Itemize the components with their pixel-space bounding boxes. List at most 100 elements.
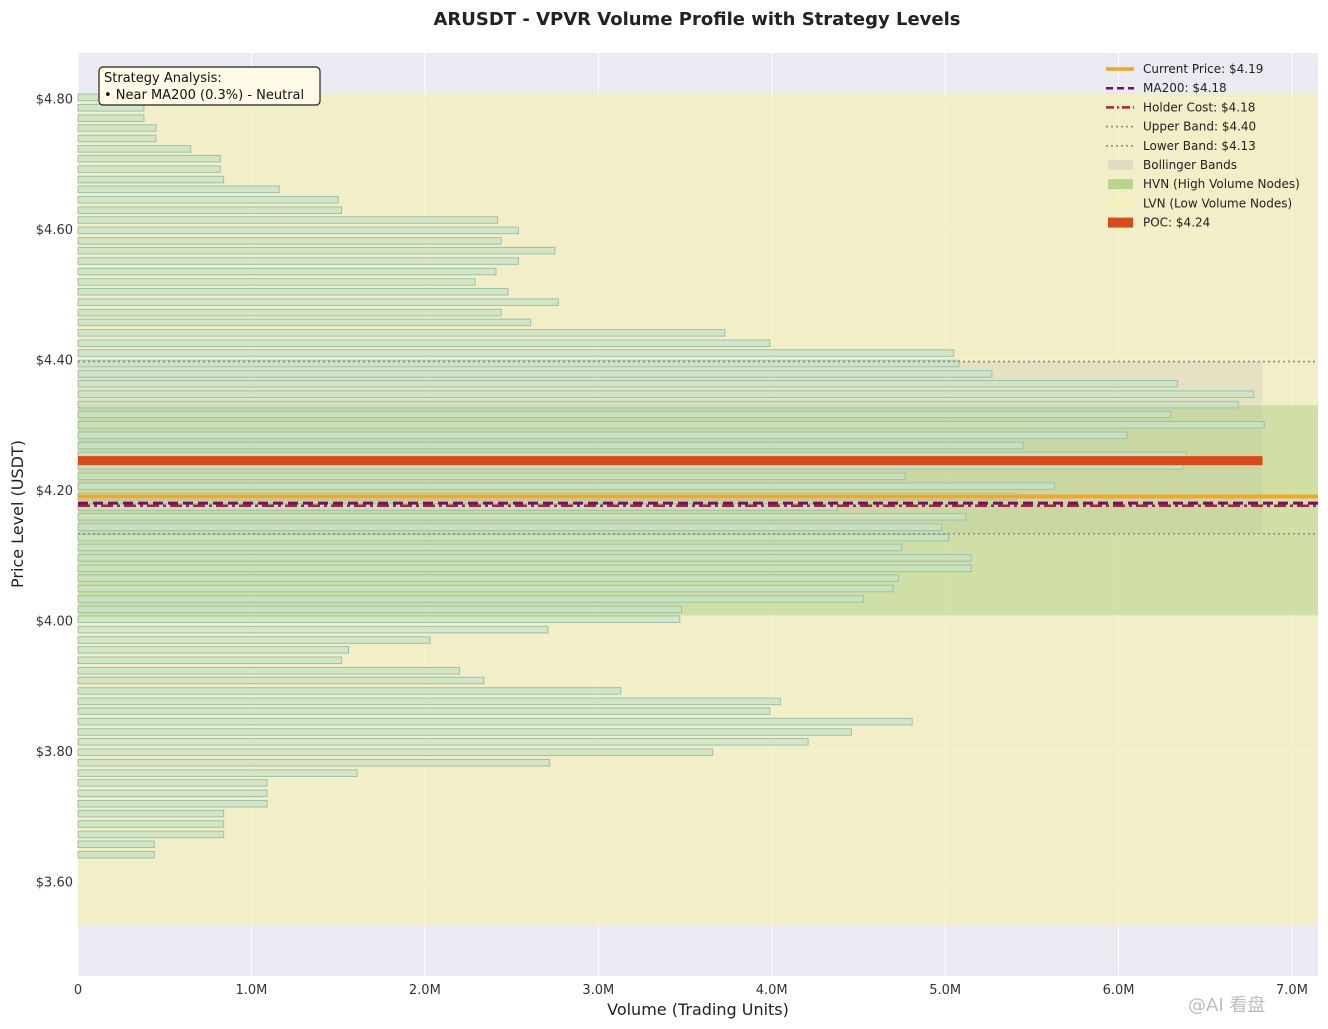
volume-bar [77, 666, 461, 675]
volume-bar [77, 830, 225, 839]
volume-bar [77, 758, 551, 767]
x-axis-label: Volume (Trading Units) [607, 1000, 789, 1019]
strategy-annotation: Strategy Analysis: • Near MA200 (0.3%) -… [98, 66, 321, 106]
legend-marker [1108, 217, 1133, 228]
volume-bars [77, 93, 1265, 859]
y-axis-label: Price Level (USDT) [8, 440, 27, 588]
volume-bar [77, 154, 221, 163]
y-tick-label: $4.20 [36, 484, 73, 499]
volume-bar [77, 656, 343, 665]
annotation-line-1: Strategy Analysis: [104, 71, 222, 86]
x-tick-label: 0 [74, 983, 82, 998]
volume-bar [77, 216, 499, 224]
legend-marker [1108, 198, 1133, 209]
annotation-line-2: • Near MA200 (0.3%) - Neutral [104, 88, 304, 103]
legend-label: Upper Band: $4.40 [1143, 120, 1256, 134]
volume-bar [77, 646, 350, 654]
volume-bar [77, 595, 865, 603]
x-tick-label: 4.0M [756, 983, 788, 998]
y-tick-label: $4.60 [36, 223, 73, 238]
legend-label: Current Price: $4.19 [1143, 62, 1263, 76]
volume-bar [77, 226, 520, 235]
volume-bar [77, 820, 225, 828]
volume-bar [77, 287, 509, 296]
volume-bar [77, 359, 960, 368]
volume-bar [77, 717, 913, 726]
volume-bar [77, 308, 502, 317]
legend: Current Price: $4.19 MA200: $4.18 Holder C… [1106, 62, 1300, 230]
volume-bar [77, 840, 155, 849]
legend-marker [1108, 160, 1133, 170]
x-tick-label: 2.0M [409, 983, 441, 998]
volume-bar [77, 298, 559, 306]
chart-title: ARUSDT - VPVR Volume Profile with Strate… [433, 9, 960, 30]
volume-bar [77, 697, 781, 706]
legend-label: HVN (High Volume Nodes) [1143, 177, 1300, 191]
x-tick-label: 5.0M [929, 983, 961, 998]
volume-bar [77, 257, 520, 265]
legend-label: POC: $4.24 [1143, 216, 1210, 230]
legend-label: Bollinger Bands [1143, 158, 1237, 172]
volume-bar [77, 390, 1255, 398]
volume-bar [77, 625, 549, 634]
level-lines [78, 360, 1318, 535]
volume-bar [77, 175, 225, 184]
volume-bar [77, 513, 967, 521]
volume-bar [77, 809, 225, 818]
volume-bar [77, 134, 157, 143]
volume-bar [77, 370, 993, 378]
y-tick-label: $3.80 [36, 745, 73, 760]
annotation-box [98, 66, 321, 106]
volume-bar [77, 329, 726, 337]
volume-bar [77, 472, 906, 481]
y-tick-label: $3.60 [36, 875, 73, 890]
volume-bar [77, 124, 157, 132]
volume-bar [77, 564, 972, 573]
volume-bar [77, 267, 497, 276]
y-axis-ticks: $3.60 $3.80 $4.00 $4.20 $4.40 $4.60 $4.80 [36, 93, 73, 891]
volume-bar [77, 748, 714, 757]
volume-bar [77, 400, 1239, 409]
x-tick-label: 7.0M [1276, 983, 1308, 998]
volume-bar [77, 339, 771, 348]
volume-bar [77, 850, 155, 859]
volume-bar [77, 574, 899, 582]
volume-bar [77, 237, 502, 245]
x-tick-label: 6.0M [1103, 983, 1135, 998]
volume-bar [77, 789, 268, 798]
volume-bar [77, 410, 1172, 419]
volume-bar [77, 246, 556, 255]
y-tick-label: $4.80 [36, 93, 73, 108]
volume-bar [77, 605, 683, 614]
volume-bar [77, 441, 1024, 450]
legend-label: Lower Band: $4.13 [1143, 139, 1256, 153]
volume-bar [77, 206, 343, 214]
volume-bar [77, 779, 268, 787]
volume-bar [77, 584, 894, 593]
volume-bar [77, 318, 532, 327]
volume-bar [77, 676, 485, 685]
volume-bar [77, 185, 280, 194]
volume-bar [77, 707, 771, 715]
volume-bar [77, 195, 339, 204]
volume-bar [77, 543, 903, 552]
volume-bar [77, 165, 221, 173]
volume-bar [77, 687, 622, 695]
volume-bar [77, 800, 268, 808]
volume-bar [77, 769, 358, 777]
volume-bar [77, 278, 476, 286]
volume-bar [77, 114, 145, 123]
volume-bar [77, 482, 1055, 490]
volume-bar [77, 533, 950, 542]
volume-bar [77, 349, 955, 357]
volume-bar [77, 728, 852, 736]
volume-bar [77, 145, 192, 153]
legend-label: LVN (Low Volume Nodes) [1143, 196, 1292, 210]
watermark: @AI 看盘 [1188, 995, 1265, 1016]
volume-bar [77, 523, 943, 531]
x-tick-label: 3.0M [582, 983, 614, 998]
y-tick-label: $4.00 [36, 614, 73, 629]
legend-label: Holder Cost: $4.18 [1143, 100, 1255, 114]
volume-bar [77, 379, 1179, 388]
